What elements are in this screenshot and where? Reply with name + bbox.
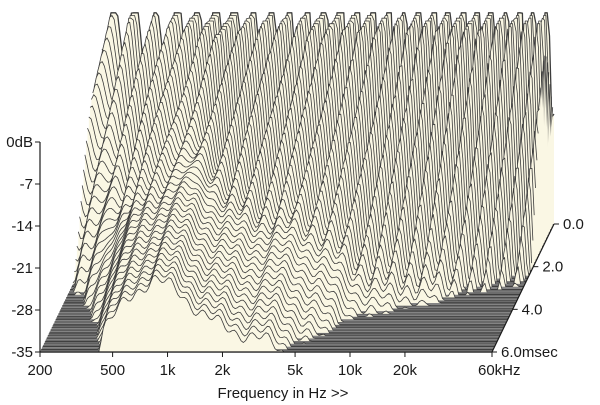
decay-slice-line <box>74 125 527 282</box>
x-tick-label: 500 <box>100 362 125 379</box>
decay-slice-line <box>51 224 504 328</box>
time-tick-label: 2.0 <box>542 259 563 276</box>
x-tick-label: 2k <box>215 362 231 379</box>
x-tick-label: 5k <box>287 362 303 379</box>
decay-slice-line <box>69 153 521 293</box>
decay-slice-line <box>63 176 516 304</box>
decay-slice-line <box>65 171 518 301</box>
x-tick-label: 20k <box>393 362 418 379</box>
decay-slice-line <box>58 197 511 315</box>
decay-slice-fill <box>40 275 492 352</box>
time-tick-label: 6.0msec <box>501 344 558 361</box>
decay-slice-line <box>45 253 498 342</box>
decay-slice-line <box>44 258 496 345</box>
decay-slice-line <box>55 208 508 320</box>
x-tick-label: 10k <box>338 362 363 379</box>
decay-slice-line <box>75 117 528 279</box>
decay-slice-line <box>67 160 520 296</box>
x-tick-label: 200 <box>27 362 52 379</box>
chart-axes <box>35 141 559 357</box>
time-tick-label: 4.0 <box>522 301 543 318</box>
y-tick-label: 0dB <box>6 134 33 151</box>
decay-slice-line <box>54 214 507 323</box>
y-tick-label: -14 <box>11 218 33 235</box>
decay-slice-line <box>50 230 503 331</box>
decay-slices <box>40 12 555 353</box>
decay-slice-line <box>62 181 515 307</box>
decay-slice-line <box>46 247 499 339</box>
y-tick-label: -7 <box>20 176 33 193</box>
x-axis-tick-labels: 200 500 1k 2k 5k 10k 20k 60kHz <box>27 362 520 379</box>
decay-slice-line <box>66 166 519 298</box>
decay-slice-line <box>42 263 495 347</box>
time-axis-line <box>491 223 555 353</box>
decay-slice-line <box>57 202 510 317</box>
y-axis-tick-labels: 0dB -7 -14 -21 -28 -35 <box>6 134 33 361</box>
x-tick-label: 1k <box>160 362 176 379</box>
decay-slice-line <box>61 186 514 309</box>
y-tick-label: -21 <box>11 260 33 277</box>
decay-slice-line <box>53 219 506 326</box>
y-tick-label: -35 <box>11 344 33 361</box>
decay-slice-line <box>71 138 524 287</box>
time-tick-label: 0.0 <box>563 216 584 233</box>
x-axis-title: Frequency in Hz >> <box>218 385 349 402</box>
decay-slice-line <box>41 269 494 350</box>
y-tick-label: -28 <box>11 302 33 319</box>
decay-slice-line <box>72 131 525 285</box>
decay-slice-line <box>76 109 530 277</box>
decay-slice-line <box>70 146 523 290</box>
decay-slice-line <box>59 191 512 312</box>
time-axis-tick-labels: 0.0 2.0 4.0 6.0msec <box>501 216 584 361</box>
decay-slice-line <box>101 12 555 125</box>
decay-slice-line <box>49 236 502 334</box>
decay-slice-line <box>47 241 500 337</box>
x-tick-label: 60kHz <box>478 362 521 379</box>
